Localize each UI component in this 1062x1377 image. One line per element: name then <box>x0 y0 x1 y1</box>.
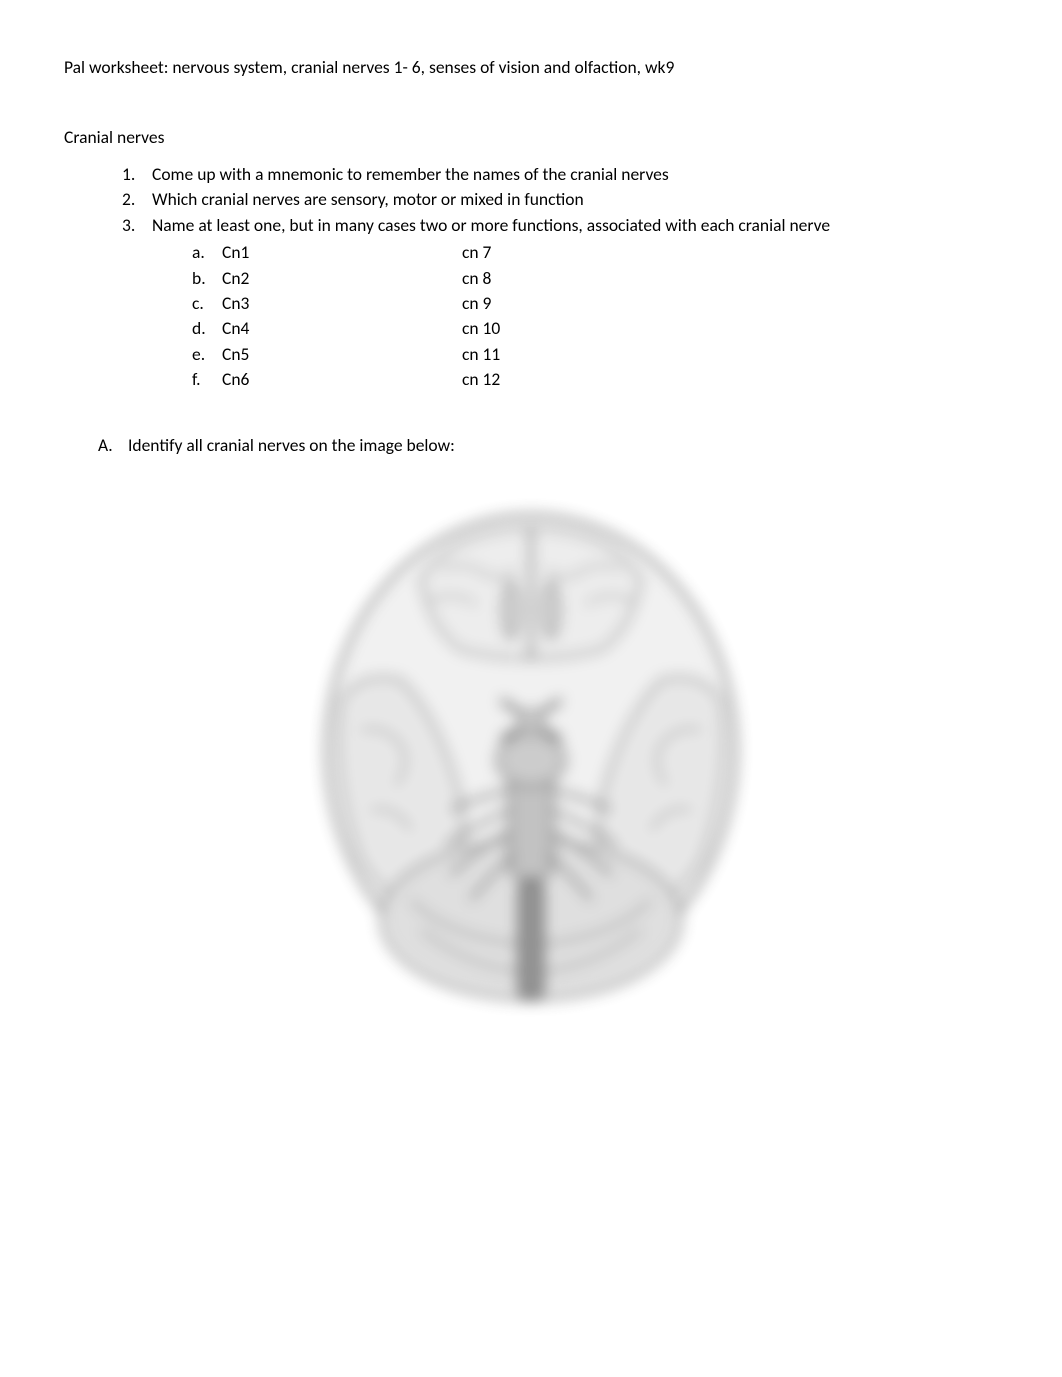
sub-item: c. Cn3 cn 9 <box>192 291 998 316</box>
sub-right: cn 12 <box>462 367 998 392</box>
item-text: Come up with a mnemonic to remember the … <box>152 162 669 187</box>
sub-left: Cn5 <box>222 342 462 367</box>
brain-image-container <box>64 500 998 1020</box>
sub-right: cn 9 <box>462 291 998 316</box>
sub-item: b. Cn2 cn 8 <box>192 266 998 291</box>
item-text: Which cranial nerves are sensory, motor … <box>152 187 584 212</box>
lettered-letter: A. <box>98 434 128 456</box>
sub-left: Cn4 <box>222 316 462 341</box>
page: Pal worksheet: nervous system, cranial n… <box>0 0 1062 1060</box>
sub-left: Cn3 <box>222 291 462 316</box>
numbered-list: 1. Come up with a mnemonic to remember t… <box>122 162 998 238</box>
item-number: 2. <box>122 187 152 212</box>
sub-letter: d. <box>192 316 222 341</box>
sub-letter: c. <box>192 291 222 316</box>
sub-right: cn 11 <box>462 342 998 367</box>
sub-item: f. Cn6 cn 12 <box>192 367 998 392</box>
sub-item: e. Cn5 cn 11 <box>192 342 998 367</box>
sub-item: a. Cn1 cn 7 <box>192 240 998 265</box>
item-text: Name at least one, but in many cases two… <box>152 213 830 238</box>
lettered-list: A. Identify all cranial nerves on the im… <box>98 434 998 456</box>
sub-letter: f. <box>192 367 222 392</box>
sub-right: cn 10 <box>462 316 998 341</box>
item-number: 3. <box>122 213 152 238</box>
brain-inferior-view-icon <box>301 500 761 1020</box>
sub-right: cn 7 <box>462 240 998 265</box>
section-heading: Cranial nerves <box>64 126 998 148</box>
worksheet-title: Pal worksheet: nervous system, cranial n… <box>64 56 998 78</box>
list-item: 3. Name at least one, but in many cases … <box>122 213 998 238</box>
list-item: 2. Which cranial nerves are sensory, mot… <box>122 187 998 212</box>
sub-letter: e. <box>192 342 222 367</box>
item-number: 1. <box>122 162 152 187</box>
sub-list: a. Cn1 cn 7 b. Cn2 cn 8 c. Cn3 cn 9 d. C… <box>192 240 998 392</box>
sub-left: Cn1 <box>222 240 462 265</box>
sub-left: Cn6 <box>222 367 462 392</box>
list-item: 1. Come up with a mnemonic to remember t… <box>122 162 998 187</box>
lettered-text: Identify all cranial nerves on the image… <box>128 434 455 456</box>
sub-letter: b. <box>192 266 222 291</box>
lettered-item: A. Identify all cranial nerves on the im… <box>98 434 998 456</box>
sub-letter: a. <box>192 240 222 265</box>
sub-right: cn 8 <box>462 266 998 291</box>
sub-left: Cn2 <box>222 266 462 291</box>
sub-item: d. Cn4 cn 10 <box>192 316 998 341</box>
